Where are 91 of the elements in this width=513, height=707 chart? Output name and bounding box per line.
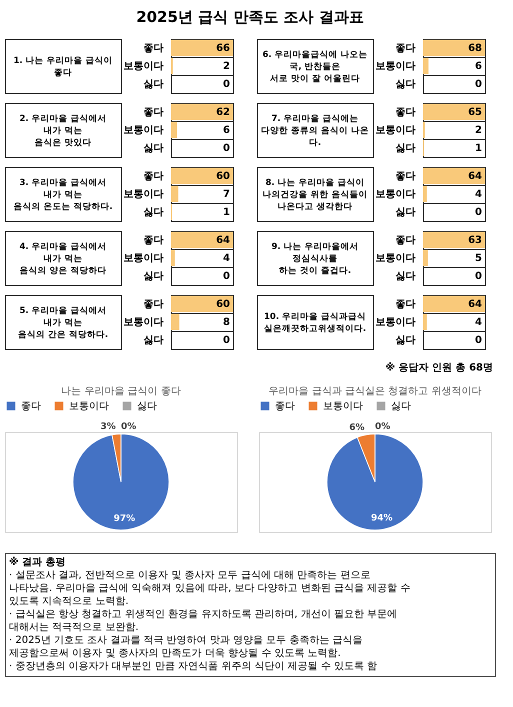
- data-label: 66: [216, 43, 230, 54]
- data-label: 68: [468, 43, 482, 54]
- data-label: 6: [475, 61, 482, 72]
- text: ※ 응답자 인원 총 68명: [385, 362, 493, 374]
- y-tick-label: 좋다: [396, 43, 416, 54]
- y-tick-label: 싫다: [396, 271, 416, 282]
- y-tick-label: 좋다: [396, 299, 416, 310]
- text: · 중장년층의 이용자가 대부분인 만큼 자연식품 위주의 식단이 제공될 수 있도록 함: [9, 661, 378, 672]
- chart-title: 우리마을 급식과 급식실은 청결하고 위생적이다: [268, 386, 482, 397]
- data-label: 94%: [370, 513, 393, 524]
- y-tick-label: 좋다: [396, 107, 416, 118]
- y-tick-label: 싫다: [144, 207, 164, 218]
- data-label: 4: [475, 189, 482, 200]
- data-label: 4: [475, 317, 482, 328]
- y-tick-label: 좋다: [144, 43, 164, 54]
- text: 3. 우리마을 급식에서 내가 먹는 음식의 온도는 적당하다.: [13, 178, 113, 212]
- legend-label: 좋다: [21, 401, 41, 412]
- data-label: 0: [475, 207, 482, 218]
- data-label: 62: [216, 107, 230, 118]
- y-tick-label: 싫다: [144, 271, 164, 282]
- y-tick-label: 보통이다: [124, 125, 164, 136]
- y-tick-label: 보통이다: [376, 189, 416, 200]
- data-label: 60: [216, 299, 230, 310]
- pie-slice: [326, 434, 424, 530]
- data-label: 63: [468, 235, 482, 246]
- data-label: 6: [223, 125, 230, 136]
- data-label: 2: [475, 125, 482, 136]
- y-tick-label: 좋다: [144, 107, 164, 118]
- text: 5. 우리마을 급식에서 내가 먹는 음식의 간은 적당하다.: [18, 306, 108, 340]
- y-tick-label: 좋다: [396, 171, 416, 182]
- legend-label: 좋다: [275, 401, 295, 412]
- data-label: 2: [223, 61, 230, 72]
- data-label: 0: [223, 271, 230, 282]
- y-tick-label: 좋다: [144, 171, 164, 182]
- data-label: 0: [475, 271, 482, 282]
- data-label: 65: [468, 107, 482, 118]
- y-tick-label: 보통이다: [376, 61, 416, 72]
- data-label: 64: [216, 235, 230, 246]
- chart-title: 나는 우리마을 급식이 좋다: [61, 386, 181, 397]
- data-label: 60: [216, 171, 230, 182]
- text: 8. 나는 우리마을 급식이 나의건강을 위한 음식들이 나온다고 생각한다: [262, 178, 368, 212]
- text: 10. 우리마을 급식과급식 실은깨끗하고위생적이다.: [264, 312, 366, 334]
- text: 0%: [121, 422, 136, 432]
- y-tick-label: 좋다: [144, 299, 164, 310]
- y-tick-label: 싫다: [396, 143, 416, 154]
- text: ※ 결과 총평: [9, 556, 66, 568]
- text: 7. 우리마을 급식에는 다양한 종류의 음식이 나온 다.: [261, 114, 369, 148]
- text: · 설문조사 결과, 전반적으로 이용자 및 종사자 모두 급식에 대해 만족하는 편으로 나타났음. 우리마을 급식에 익숙해져 있음에 따라, 보다 다양하고 변화된 급식을 제공할 수 있도록 지속적으로 노력함.: [9, 570, 410, 607]
- y-tick-label: 싫다: [144, 79, 164, 90]
- y-tick-label: 보통이다: [124, 189, 164, 200]
- data-label: 1: [475, 143, 482, 154]
- data-label: 64: [468, 299, 482, 310]
- text: 0%: [375, 422, 390, 432]
- data-label: 3%: [100, 422, 116, 432]
- data-label: 0: [223, 335, 230, 346]
- legend-label: 보통이다: [323, 401, 363, 412]
- legend-label: 보통이다: [69, 401, 109, 412]
- text: 2. 우리마을 급식에서 내가 먹는 음식은 맛있다: [19, 114, 107, 148]
- data-label: 6%: [349, 422, 365, 433]
- text: 6. 우리마을급식에 나오는 국, 반찬들은 서로 맛이 잘 어울린다: [262, 50, 368, 84]
- text: · 2025년 기호도 조사 결과를 적극 반영하여 맛과 영양을 모두 충족하는 급식을 제공함으로써 이용자 및 종사자의 만족도가 더욱 향상될 수 있도록 노력함.: [9, 635, 363, 659]
- data-label: 5: [475, 253, 482, 264]
- y-tick-label: 보통이다: [124, 61, 164, 72]
- y-tick-label: 보통이다: [124, 253, 164, 264]
- y-tick-label: 보통이다: [376, 317, 416, 328]
- data-label: 0: [475, 79, 482, 90]
- text: 4. 우리마을 급식에서 내가 먹는 음식의 양은 적당하다: [19, 242, 107, 276]
- y-tick-label: 보통이다: [124, 317, 164, 328]
- y-tick-label: 싫다: [396, 207, 416, 218]
- data-label: 64: [468, 171, 482, 182]
- y-tick-label: 싫다: [396, 79, 416, 90]
- data-label: 8: [223, 317, 230, 328]
- data-label: 7: [223, 189, 230, 200]
- data-label: 0: [475, 335, 482, 346]
- y-tick-label: 보통이다: [376, 125, 416, 136]
- y-tick-label: 보통이다: [376, 253, 416, 264]
- data-label: 4: [223, 253, 230, 264]
- y-tick-label: 좋다: [144, 235, 164, 246]
- text: 9. 나는 우리마을에서 정심식사를 하는 것이 즐겁다.: [271, 242, 359, 276]
- data-label: 0: [223, 79, 230, 90]
- data-label: 1: [223, 207, 230, 218]
- text: 1. 나는 우리마을 급식이 좋다: [13, 56, 113, 78]
- pie-slice: [72, 434, 170, 530]
- y-tick-label: 싫다: [396, 335, 416, 346]
- data-label: 97%: [114, 514, 136, 524]
- data-label: 0: [223, 143, 230, 154]
- text: 2025년 급식 만족도 조사 결과표: [136, 8, 364, 26]
- y-tick-label: 싫다: [144, 335, 164, 346]
- y-tick-label: 싫다: [144, 143, 164, 154]
- text: · 급식실은 항상 청결하고 위생적인 환경을 유지하도록 관리하며, 개선이 필요한 부문에 대해서는 적극적으로 보완함.: [9, 609, 398, 633]
- y-tick-label: 좋다: [396, 235, 416, 246]
